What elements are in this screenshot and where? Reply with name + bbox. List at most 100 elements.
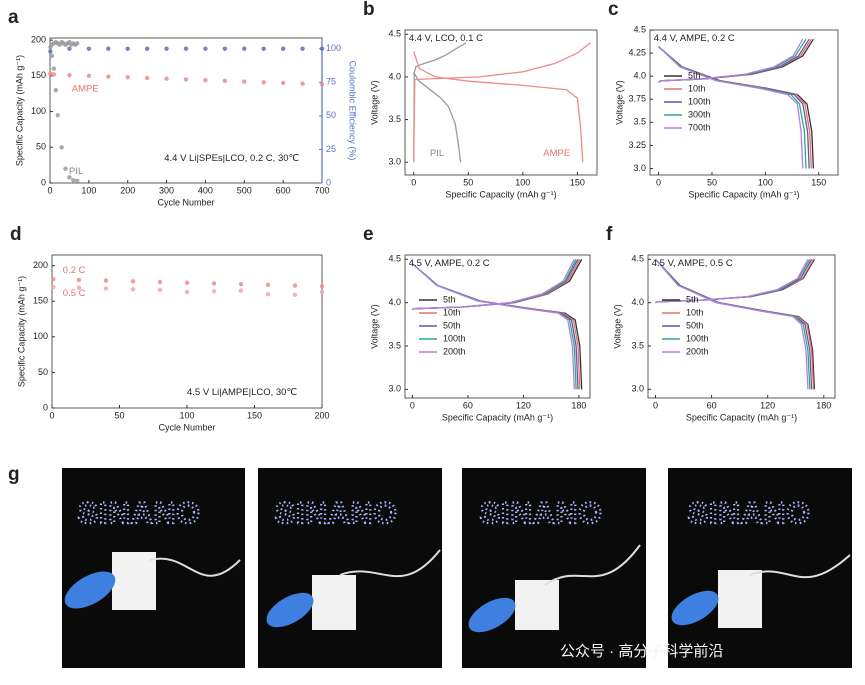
data-point bbox=[292, 283, 298, 288]
data-point bbox=[203, 46, 208, 51]
plot-frame bbox=[647, 254, 836, 399]
data-line bbox=[413, 72, 462, 163]
x-tick-label: 180 bbox=[816, 400, 831, 410]
legend-label: 5th bbox=[443, 294, 456, 304]
chart: a0 100 200 300 400 500 600 70005010015020002550… bbox=[8, 7, 358, 207]
led-sign: SINANO bbox=[275, 497, 398, 530]
y-tick-label: 150 bbox=[33, 296, 48, 306]
y-tick-label: 150 bbox=[31, 70, 46, 80]
x-tick-label: 200 bbox=[120, 185, 135, 195]
plot-frame bbox=[404, 254, 591, 399]
data-line bbox=[411, 258, 583, 390]
data-point bbox=[130, 286, 136, 292]
data-line bbox=[411, 259, 577, 390]
data-point bbox=[59, 145, 64, 150]
y-axis-label: Voltage (V) bbox=[369, 304, 379, 349]
annotation: 0.2 C bbox=[63, 265, 86, 276]
annotation: AMPE bbox=[72, 83, 99, 94]
data-point bbox=[211, 289, 217, 294]
y-tick-label: 3.25 bbox=[628, 140, 646, 150]
annotation: 0.5 C bbox=[63, 288, 86, 299]
data-line bbox=[411, 258, 579, 390]
data-point bbox=[280, 80, 286, 86]
data-point bbox=[55, 112, 60, 118]
x-tick-label: 100 bbox=[179, 410, 194, 420]
data-point bbox=[183, 46, 189, 51]
y-tick-label: 4.5 bbox=[633, 24, 646, 34]
wire bbox=[149, 544, 851, 586]
y2-tick-label: 75 bbox=[326, 77, 336, 87]
x-axis-label: Specific Capacity (mAh g⁻¹) bbox=[442, 412, 553, 422]
legend-label: 200th bbox=[686, 346, 709, 356]
data-line bbox=[658, 38, 807, 169]
panel-letter: a bbox=[8, 7, 19, 28]
x-tick-label: 100 bbox=[81, 185, 96, 195]
data-line bbox=[413, 51, 584, 163]
data-point bbox=[67, 46, 72, 51]
data-point bbox=[319, 82, 325, 87]
y-tick-label: 0 bbox=[43, 402, 48, 412]
data-line bbox=[658, 38, 804, 169]
data-point bbox=[67, 72, 72, 78]
chart: f 0 60 120 180 3.0 3.5 4.0 4.5 Specific Capacity … bbox=[606, 224, 836, 422]
chart: c 0 50 100 150 3.0 3.25 3.5 3.75 4.0 4.25 4.5 Specif… bbox=[608, 0, 839, 199]
x-tick-label: 500 bbox=[237, 185, 252, 195]
x-tick-label: 50 bbox=[114, 410, 124, 420]
data-line bbox=[655, 258, 811, 390]
y-tick-label: 4.5 bbox=[388, 254, 401, 264]
y-tick-label: 100 bbox=[31, 106, 46, 116]
x-tick-label: 400 bbox=[198, 185, 213, 195]
panel-letter: b bbox=[363, 0, 375, 20]
data-point bbox=[184, 289, 190, 295]
data-point bbox=[319, 46, 325, 51]
panel-letter: c bbox=[608, 0, 619, 20]
data-line bbox=[411, 258, 581, 390]
data-point bbox=[238, 281, 244, 287]
annotation: 4.5 V Li|AMPE|LCO, 30℃ bbox=[187, 387, 297, 398]
y-axis-label: Voltage (V) bbox=[612, 304, 622, 349]
x-tick-label: 100 bbox=[758, 177, 773, 187]
data-line bbox=[411, 259, 575, 390]
chart: b 0 50 100 150 3.0 3.5 4.0 4.5 Specific Capacity … bbox=[363, 0, 598, 199]
x-tick-label: 180 bbox=[571, 400, 586, 410]
y-tick-label: 4.5 bbox=[388, 29, 401, 39]
y-tick-label: 50 bbox=[36, 142, 46, 152]
y-tick-label: 100 bbox=[33, 331, 48, 341]
data-point bbox=[319, 289, 325, 295]
data-line bbox=[655, 258, 809, 390]
y-axis-label: Voltage (V) bbox=[369, 80, 379, 125]
chart: e 0 60 120 180 3.0 3.5 4.0 4.5 Specific Capacity … bbox=[363, 224, 591, 422]
x-tick-label: 120 bbox=[760, 400, 775, 410]
data-point bbox=[71, 177, 76, 183]
annotation: 4.4 V, LCO, 0.1 C bbox=[409, 33, 483, 44]
data-point bbox=[164, 46, 169, 51]
y-tick-label: 3.5 bbox=[388, 340, 401, 350]
data-point bbox=[222, 46, 228, 51]
y2-tick-label: 0 bbox=[326, 177, 331, 187]
data-point bbox=[164, 76, 169, 81]
annotation: AMPE bbox=[543, 148, 570, 159]
data-point bbox=[125, 75, 130, 80]
data-point bbox=[49, 53, 55, 59]
data-point bbox=[51, 284, 56, 290]
data-point bbox=[144, 46, 150, 51]
x-tick-label: 150 bbox=[811, 177, 826, 187]
y-tick-label: 0 bbox=[41, 177, 46, 187]
x-tick-label: 50 bbox=[707, 177, 717, 187]
x-tick-label: 0 bbox=[47, 185, 52, 195]
data-point bbox=[51, 66, 57, 71]
glove bbox=[468, 597, 516, 633]
data-point bbox=[211, 281, 217, 286]
x-axis-label: Specific Capacity (mAh g⁻¹) bbox=[688, 189, 799, 199]
battery-pouch bbox=[718, 570, 762, 628]
panel-letter: d bbox=[10, 224, 22, 245]
data-point bbox=[261, 80, 266, 85]
chart: d 0 50 100 150 200 0 50 100 150 200 Cycle Number Spe… bbox=[10, 224, 330, 432]
y-tick-label: 3.0 bbox=[633, 163, 646, 173]
y-tick-label: 50 bbox=[38, 367, 48, 377]
y-tick-label: 4.0 bbox=[388, 71, 401, 81]
x-tick-label: 300 bbox=[159, 185, 174, 195]
data-line bbox=[413, 42, 591, 163]
x-tick-label: 120 bbox=[516, 400, 531, 410]
data-point bbox=[300, 46, 305, 51]
